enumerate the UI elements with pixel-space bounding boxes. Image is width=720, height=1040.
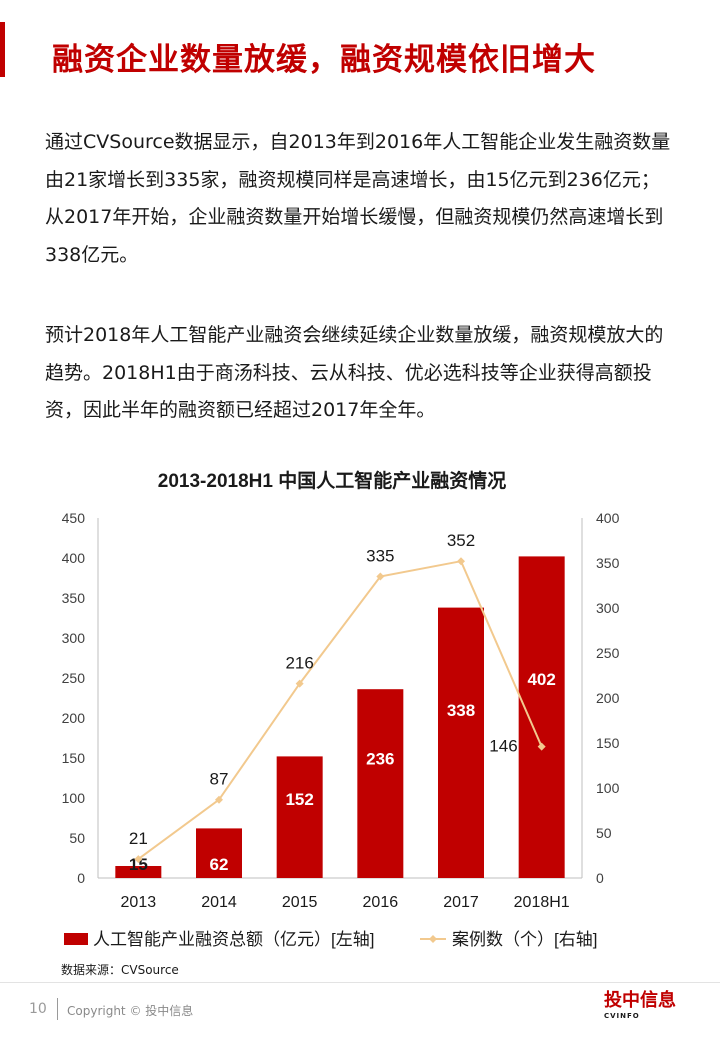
bar: [196, 828, 242, 878]
x-tick-label: 2016: [363, 894, 399, 911]
intro-paragraph-1: 通过CVSource数据显示，自2013年到2016年人工智能企业发生融资数量由…: [45, 131, 671, 266]
bar-data-label: 402: [527, 670, 555, 689]
count-data-label: 21: [129, 829, 148, 848]
chart-title: 2013-2018H1 中国人工智能产业融资情况: [158, 469, 506, 492]
count-data-label: 352: [447, 531, 475, 550]
x-tick-label: 2014: [201, 894, 237, 911]
count-point-marker: [134, 855, 143, 864]
count-data-label: 335: [366, 547, 394, 566]
footer-separator: [57, 998, 58, 1020]
count-data-label: 216: [285, 654, 313, 673]
y-right-tick-label: 100: [596, 780, 620, 796]
y-left-tick-label: 300: [62, 630, 86, 646]
legend-line-label: 案例数（个）[右轴]: [452, 930, 597, 949]
copyright-text: Copyright © 投中信息: [67, 1004, 194, 1018]
y-left-tick-label: 150: [62, 750, 86, 766]
page-number: 10: [29, 1001, 47, 1017]
y-left-tick-label: 400: [62, 550, 86, 566]
legend-bar-swatch: [64, 933, 88, 945]
count-point-marker: [295, 679, 304, 688]
count-point-marker: [215, 795, 223, 804]
y-left-tick-label: 200: [62, 710, 86, 726]
y-right-tick-label: 50: [596, 825, 612, 841]
footer-divider: [0, 982, 720, 983]
data-source-note: 数据来源：CVSource: [61, 963, 179, 977]
bar: [518, 556, 565, 878]
x-tick-label: 2013: [121, 894, 157, 911]
x-tick-label: 2017: [443, 894, 479, 911]
y-left-tick-label: 450: [62, 510, 86, 526]
y-right-tick-label: 0: [596, 870, 604, 886]
chart-legend: 人工智能产业融资总额（亿元）[左轴] 案例数（个）[右轴]: [64, 930, 597, 949]
bar: [276, 756, 323, 878]
bar-data-label: 152: [285, 790, 313, 809]
bar-data-label: 15: [129, 855, 148, 874]
count-data-label: 87: [210, 770, 229, 789]
chart-plot-area: 0 50 100 150 200 250 300 350 400 450 0 50 100 150 200 2…: [62, 510, 620, 911]
y-right-tick-label: 200: [596, 690, 620, 706]
financing-chart: 2013-2018H1 中国人工智能产业融资情况 050100150200250…: [62, 469, 620, 949]
y-right-tick-label: 250: [596, 645, 620, 661]
y-right-tick-label: 400: [596, 510, 620, 526]
y-right-tick-label: 300: [596, 600, 620, 616]
x-tick-label: 2018H1: [514, 894, 570, 911]
title-accent-bar: [0, 22, 5, 77]
bar: [357, 689, 404, 878]
logo-sub-text: CVINFO: [604, 1012, 640, 1020]
bar: [438, 607, 484, 878]
x-tick-label: 2015: [282, 894, 318, 911]
legend-bar-label: 人工智能产业融资总额（亿元）[左轴]: [93, 930, 374, 949]
count-point-marker: [376, 572, 385, 581]
bar-data-label: 236: [366, 750, 394, 769]
y-right-tick-label: 350: [596, 555, 620, 571]
y-left-tick-label: 0: [77, 870, 85, 886]
count-point-marker: [457, 557, 465, 566]
count-data-label: 146: [489, 737, 517, 756]
y-left-tick-label: 350: [62, 590, 86, 606]
y-left-tick-label: 250: [62, 670, 86, 686]
count-series-line: [137, 560, 543, 860]
cvinfo-logo: 投中信息 CVINFO: [604, 990, 688, 1024]
count-point-marker: [537, 742, 546, 751]
legend-line-marker: [429, 935, 437, 943]
bar: [115, 866, 162, 878]
page-title: 融资企业数量放缓，融资规模依旧增大: [52, 42, 596, 78]
y-left-tick-label: 50: [69, 830, 85, 846]
bar-data-label: 338: [447, 701, 475, 720]
logo-main-text: 投中信息: [604, 990, 676, 1011]
intro-paragraph-2: 预计2018年人工智能产业融资会继续延续企业数量放缓，融资规模放大的趋势。201…: [45, 324, 664, 421]
y-right-tick-label: 150: [596, 735, 620, 751]
bar-data-label: 62: [210, 855, 229, 874]
y-left-tick-label: 100: [62, 790, 86, 806]
